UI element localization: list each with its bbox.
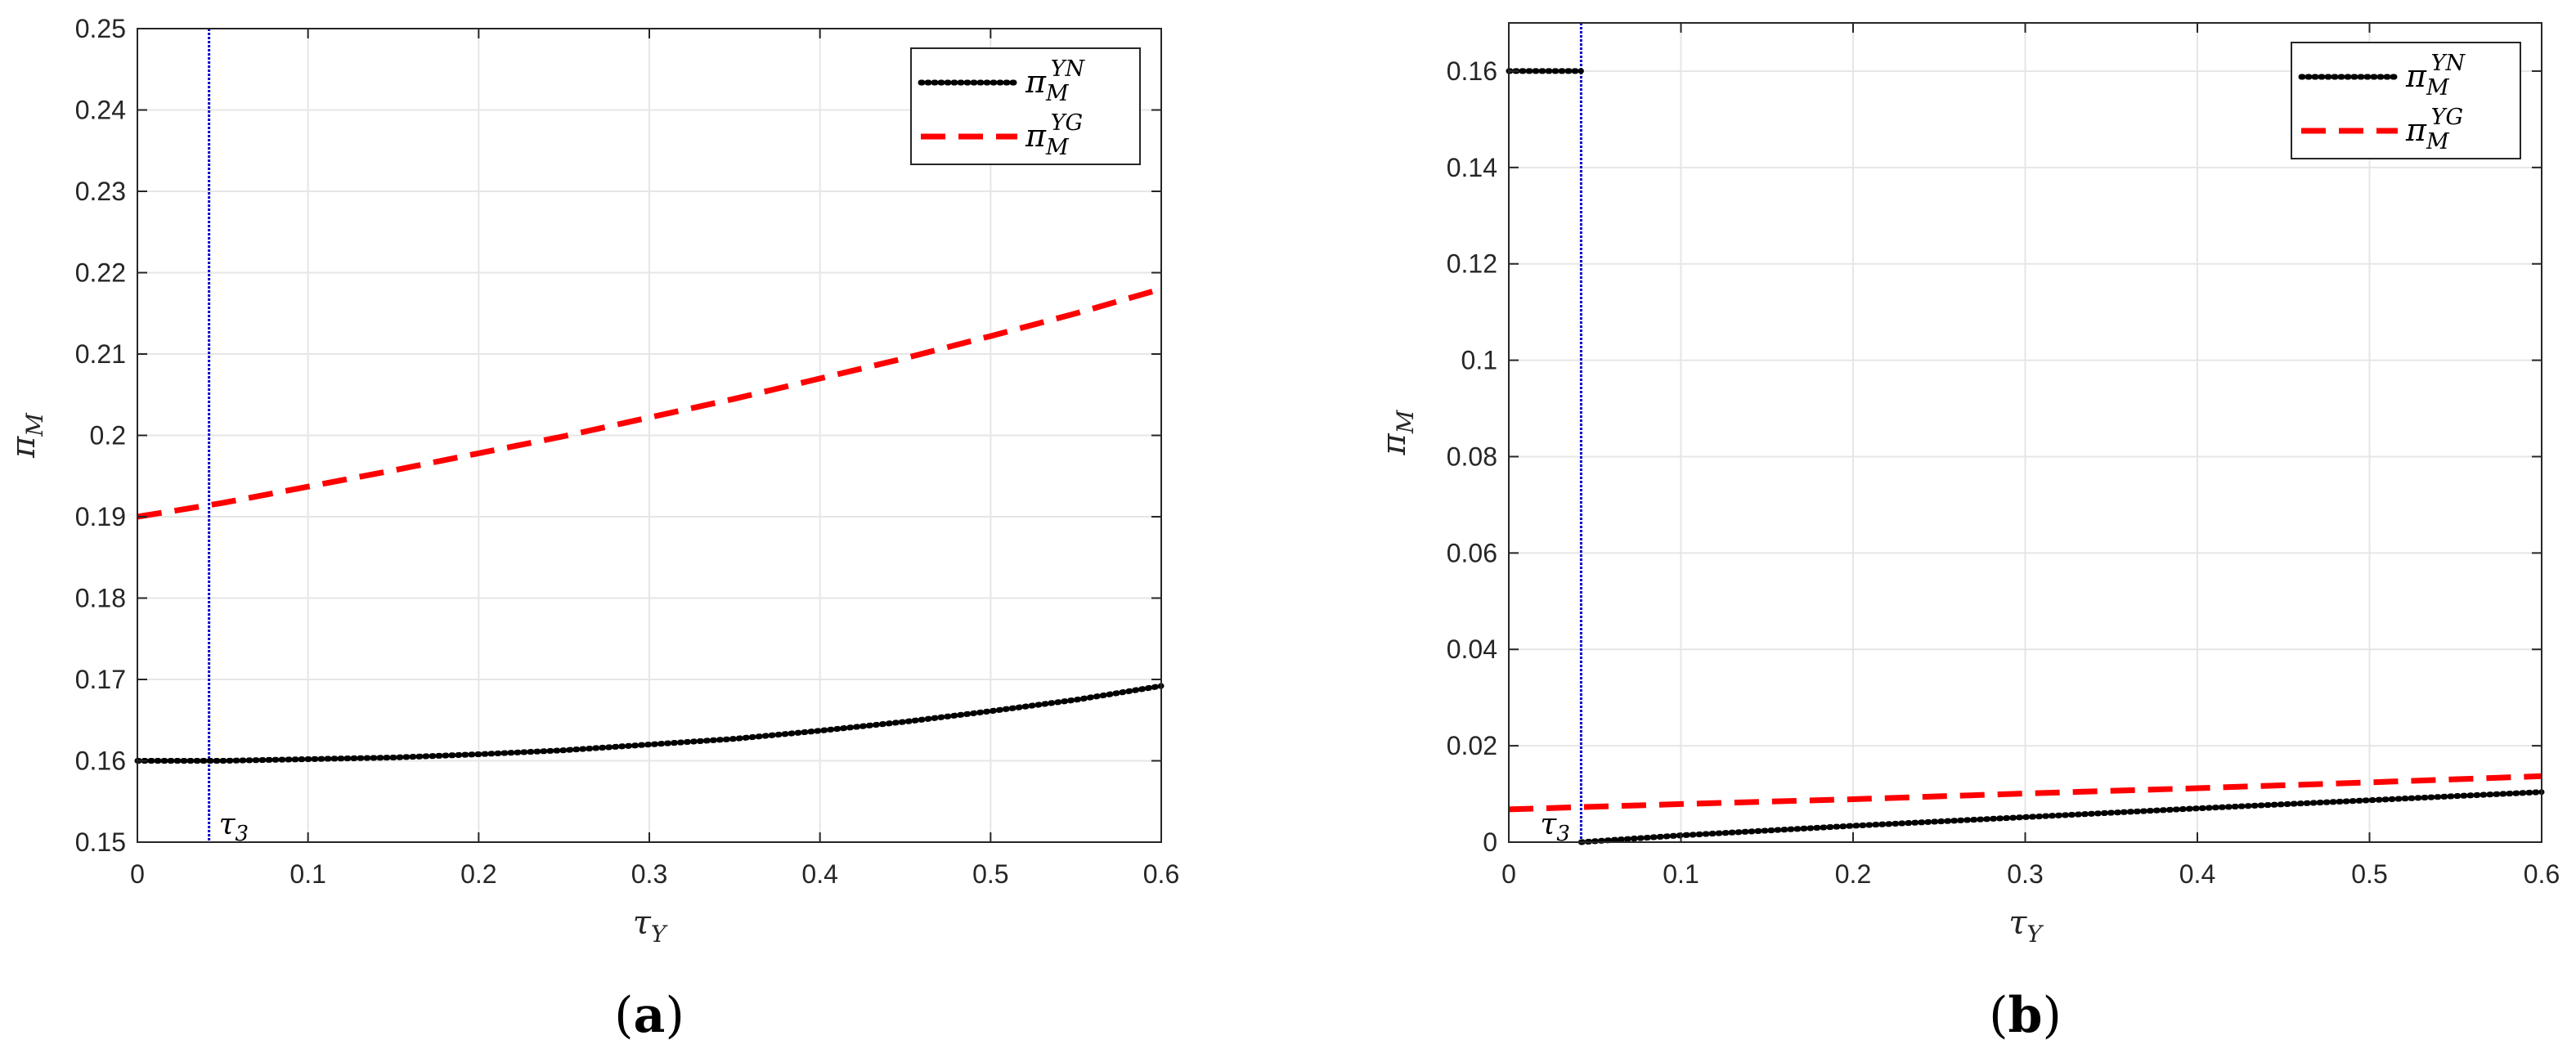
y-tick-label: 0.2 — [90, 421, 126, 451]
legend-entry-yg: πMYG — [2405, 105, 2463, 155]
x-tick-label: 0.2 — [1835, 859, 1871, 889]
y-tick-label: 0.02 — [1447, 731, 1497, 760]
tau3-annotation-sub: 3 — [236, 822, 249, 846]
legend-entry-base: π — [2405, 112, 2427, 148]
x-tick-label: 0.6 — [1143, 859, 1179, 889]
series-line-yg — [1508, 773, 2542, 813]
tau3-annotation: τ3 — [1540, 808, 1569, 846]
panel-label-close: ) — [665, 987, 684, 1044]
panel-label: (a) — [614, 987, 684, 1044]
y-tick-label: 0.06 — [1447, 538, 1497, 567]
y-tick-label: 0.25 — [75, 14, 126, 43]
legend-entry-sup: YN — [1051, 56, 1086, 82]
tau3-annotation: τ3 — [219, 808, 249, 846]
y-tick-label: 0.12 — [1447, 249, 1497, 279]
y-tick-label: 0.1 — [1461, 346, 1497, 375]
tau3-annotation-sub: 3 — [1556, 822, 1570, 846]
legend-entry-sub: M — [1045, 135, 1070, 160]
legend-entry-yn: πMYN — [1025, 56, 1085, 106]
panel-label-letter: a — [634, 987, 666, 1044]
legend-entry-sub: M — [2426, 129, 2450, 155]
y-tick-label: 0 — [1483, 827, 1497, 857]
y-axis-label: πM — [5, 412, 48, 459]
x-tick-label: 0.2 — [460, 859, 496, 889]
x-tick-label: 0.5 — [2351, 859, 2387, 889]
y-tick-label: 0.21 — [75, 339, 126, 369]
legend-entry-base: π — [2405, 58, 2427, 94]
x-axis-label-sub: Y — [2026, 921, 2044, 948]
x-tick-label: 0 — [130, 859, 145, 889]
panel-label: (b) — [1989, 987, 2062, 1044]
x-tick-label: 0.6 — [2524, 859, 2560, 889]
x-tick-label: 0.4 — [2179, 859, 2215, 889]
legend-entry-base: π — [1025, 118, 1047, 154]
chart-panel-a: 0 0.1 0.2 0.3 0.4 0.5 0.6 0.15 0.16 0.17 0.18 0.19 0… — [5, 14, 1179, 1044]
legend-entry-sup: YG — [2431, 105, 2463, 130]
x-tick-label: 0.1 — [1663, 859, 1699, 889]
y-axis-label-base: π — [1376, 433, 1413, 455]
y-tick-label: 0.17 — [75, 665, 126, 694]
panel-label-letter: b — [2008, 987, 2043, 1044]
y-tick-label: 0.23 — [75, 177, 126, 206]
x-tick-label: 0.5 — [972, 859, 1008, 889]
legend-entry-base: π — [1025, 64, 1047, 100]
y-tick-label: 0.19 — [75, 502, 126, 531]
chart-panel-b: 0 0.1 0.2 0.3 0.4 0.5 0.6 0 0.02 0.04 0.06 0.08 0.1 0… — [1376, 22, 2560, 1044]
y-axis-label-sub: M — [1392, 409, 1419, 434]
panel-label-open: ( — [614, 987, 633, 1044]
y-tick-label: 0.22 — [75, 258, 126, 288]
series-line-yg — [137, 286, 1162, 520]
legend-entry-yn: πMYN — [2405, 51, 2466, 101]
panel-label-close: ) — [2042, 987, 2061, 1044]
x-axis-label-base: τ — [2008, 904, 2027, 942]
y-tick-label: 0.18 — [75, 584, 126, 613]
tau3-annotation-base: τ — [1540, 808, 1557, 841]
x-tick-label: 0.3 — [631, 859, 667, 889]
y-tick-label: 0.15 — [75, 827, 126, 857]
legend-entry-sup: YN — [2431, 51, 2466, 76]
x-axis-label: τY — [2008, 904, 2044, 948]
legend-box — [2291, 42, 2521, 159]
legend-box — [910, 47, 1141, 165]
x-tick-label: 0.4 — [801, 859, 837, 889]
x-axis-label: τY — [633, 904, 668, 948]
x-axis-label-base: τ — [633, 904, 652, 942]
legend-entry-yg: πMYG — [1025, 110, 1083, 160]
x-tick-label: 0.3 — [2007, 859, 2043, 889]
y-tick-label: 0.14 — [1447, 153, 1497, 182]
y-tick-label: 0.08 — [1447, 442, 1497, 471]
legend-entry-sub: M — [2426, 75, 2450, 101]
y-axis-label-sub: M — [21, 412, 48, 437]
x-tick-label: 0 — [1501, 859, 1516, 889]
series-line-yn — [134, 683, 1165, 764]
y-tick-label: 0.16 — [1447, 56, 1497, 86]
y-tick-label: 0.24 — [75, 96, 126, 125]
y-axis-label: πM — [1376, 409, 1419, 455]
y-tick-label: 0.04 — [1447, 634, 1497, 664]
tau3-annotation-base: τ — [219, 808, 236, 841]
x-axis-label-sub: Y — [651, 921, 668, 948]
y-axis-label-base: π — [5, 436, 43, 459]
y-tick-label: 0.16 — [75, 746, 126, 776]
legend-entry-sub: M — [1045, 81, 1070, 106]
x-tick-label: 0.1 — [289, 859, 325, 889]
legend-entry-sup: YG — [1051, 110, 1083, 136]
panel-label-open: ( — [1989, 987, 2008, 1044]
